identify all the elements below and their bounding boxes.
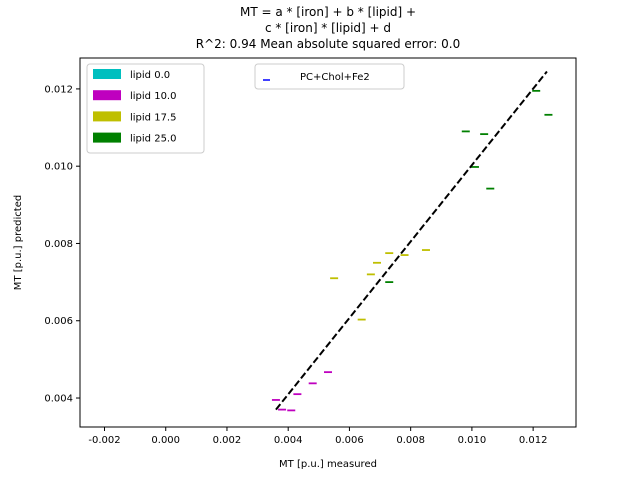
title-line: R^2: 0.94 Mean absolute squared error: 0… [196, 37, 460, 51]
x-tick-label: 0.006 [335, 435, 364, 446]
y-tick-label: 0.008 [44, 239, 73, 250]
y-axis: 0.004 0.006 0.008 0.010 0.012 [44, 84, 80, 405]
series-legend-label: lipid 17.5 [130, 112, 176, 123]
chart-title: MT = a * [iron] + b * [lipid] + c * [iron… [196, 5, 460, 51]
x-tick-label: 0.000 [151, 435, 180, 446]
x-tick-label: 0.002 [213, 435, 242, 446]
plot-area-frame [79, 57, 577, 428]
title-line: c * [iron] * [lipid] + d [265, 21, 391, 35]
fit-line-group [275, 70, 548, 411]
y-tick-label: 0.006 [44, 316, 73, 327]
marker-legend-label: PC+Chol+Fe2 [300, 72, 370, 83]
series-legend-swatch [93, 69, 121, 79]
x-tick-label: 0.008 [396, 435, 425, 446]
fit-line [275, 70, 548, 411]
x-axis: -0.002 0.000 0.002 0.004 0.006 0.008 0.010 0.01… [88, 427, 547, 446]
x-tick-label: 0.012 [519, 435, 548, 446]
series-legend-label: lipid 10.0 [130, 91, 176, 102]
data-points [271, 89, 553, 412]
series-legend: lipid 0.0 lipid 10.0 lipid 17.5 lipid 25.0 [86, 63, 205, 154]
series-legend-label: lipid 0.0 [130, 70, 170, 81]
x-tick-label: 0.010 [458, 435, 487, 446]
title-line: MT = a * [iron] + b * [lipid] + [240, 5, 416, 19]
y-tick-label: 0.012 [44, 84, 73, 95]
x-tick-label: -0.002 [88, 435, 120, 446]
y-tick-label: 0.004 [44, 394, 73, 405]
series-legend-swatch [93, 90, 121, 101]
marker-legend-box [254, 63, 405, 90]
y-tick-label: 0.010 [44, 162, 73, 173]
series-legend-swatch [93, 132, 121, 143]
marker-legend: PC+Chol+Fe2 [254, 63, 405, 90]
series-legend-label: lipid 25.0 [130, 134, 176, 145]
series-legend-box [86, 63, 205, 154]
x-axis-label: MT [p.u.] measured [279, 459, 377, 470]
x-tick-label: 0.004 [274, 435, 303, 446]
y-axis-label: MT [p.u.] predicted [13, 195, 24, 290]
series-legend-swatch [93, 111, 121, 122]
